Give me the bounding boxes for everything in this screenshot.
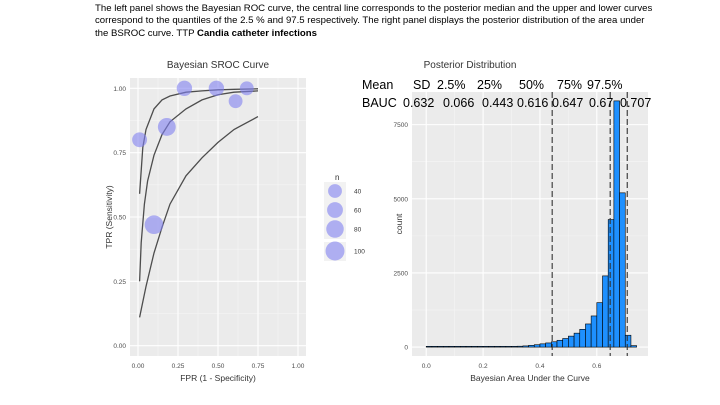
histogram-bar — [590, 315, 598, 348]
histogram-bar — [471, 346, 478, 348]
caption-bold: Candia catheter infections — [197, 27, 317, 39]
sroc-ytick-label: 0.75 — [113, 150, 126, 157]
posterior-ytick-label: 5000 — [394, 196, 409, 203]
histogram-bar — [607, 219, 615, 348]
legend-title: n — [335, 173, 339, 182]
histogram-bar — [585, 323, 592, 348]
stats-row-label: BAUC — [362, 96, 397, 110]
study-point — [132, 132, 148, 148]
sroc-xtick-label: 0.75 — [252, 363, 265, 370]
posterior-xtick-label: 0.2 — [479, 363, 488, 370]
histogram-bar — [568, 335, 575, 348]
histogram-bar — [579, 329, 586, 348]
posterior-ytick-label: 2500 — [394, 270, 409, 277]
legend-label: 60 — [354, 208, 362, 215]
caption-text: The left panel shows the Bayesian ROC cu… — [95, 3, 653, 39]
stats-value: 0.67 — [589, 96, 613, 110]
study-point — [144, 215, 164, 235]
histogram-bar — [573, 332, 581, 348]
histogram-bar — [630, 345, 637, 348]
histogram-bar — [562, 338, 569, 348]
sroc-ytick-label: 0.50 — [113, 215, 126, 222]
histogram-bar — [505, 346, 512, 348]
stats-header: SD — [413, 78, 430, 92]
legend-key — [327, 202, 343, 218]
posterior-xtick-label: 0.6 — [592, 363, 601, 370]
stats-header: Mean — [362, 78, 393, 92]
stats-value: 0.707 — [620, 96, 651, 110]
histogram-bar — [431, 346, 438, 348]
histogram-bar — [448, 346, 455, 348]
histogram-bar — [442, 346, 450, 348]
histogram-bar — [539, 343, 546, 348]
sroc-ytick-label: 1.00 — [113, 86, 126, 93]
histogram-bar — [425, 346, 433, 348]
posterior-xtick-label: 0.0 — [422, 363, 431, 370]
sroc-curve-lower — [138, 116, 259, 318]
histogram-bar — [482, 346, 490, 348]
histogram-bar — [602, 275, 609, 348]
sroc-xtick-label: 0.00 — [132, 363, 145, 370]
legend-label: 80 — [354, 227, 362, 234]
stats-header: 75% — [557, 78, 582, 92]
stats-value: 0.632 — [403, 96, 434, 110]
stats-value: 0.066 — [443, 96, 474, 110]
sroc-ytick-label: 0.25 — [113, 279, 126, 286]
stats-header: 50% — [519, 78, 544, 92]
histogram-bar — [533, 344, 541, 348]
study-point — [239, 81, 254, 96]
histogram-bar — [494, 346, 501, 348]
stats-value: 0.647 — [552, 96, 583, 110]
legend-label: 40 — [354, 189, 362, 196]
histogram-bar — [454, 346, 461, 348]
posterior-xtick-label: 0.4 — [535, 363, 544, 370]
sroc-y-axis-label: TPR (Sensitivity) — [104, 185, 114, 248]
legend-key — [328, 184, 342, 198]
histogram-bar — [596, 302, 603, 348]
sroc-xtick-label: 0.25 — [172, 363, 185, 370]
stats-value: 0.616 — [517, 96, 548, 110]
study-point — [208, 80, 225, 96]
histogram-bar — [613, 100, 620, 348]
sroc-xtick-label: 1.00 — [292, 363, 305, 370]
stats-header: 2.5% — [437, 78, 466, 92]
histogram-bar — [556, 339, 563, 348]
histogram-bar — [545, 342, 552, 348]
histogram-bar — [528, 345, 535, 348]
posterior-ytick-label: 0 — [404, 345, 408, 352]
histogram-bar — [465, 346, 473, 348]
sroc-title: Bayesian SROC Curve — [167, 60, 270, 71]
study-point — [157, 117, 176, 136]
study-point — [228, 94, 243, 109]
histogram-bar — [522, 345, 529, 348]
histogram-bar — [624, 334, 632, 348]
study-point — [176, 80, 193, 96]
caption: The left panel shows the Bayesian ROC cu… — [95, 3, 655, 40]
legend-key — [326, 220, 344, 238]
histogram-bar — [460, 346, 467, 348]
posterior-ytick-label: 7500 — [394, 122, 409, 129]
histogram-bar — [499, 346, 507, 348]
posterior-y-axis-label: count — [394, 213, 404, 234]
sroc-x-axis-label: FPR (1 - Specificity) — [180, 373, 256, 383]
stats-header: 25% — [477, 78, 502, 92]
histogram-bar — [619, 192, 626, 348]
histogram-bar — [477, 346, 484, 348]
sroc-ytick-label: 0.00 — [113, 343, 126, 350]
histogram-bar — [488, 346, 495, 348]
posterior-title: Posterior Distribution — [424, 60, 517, 71]
legend-label: 100 — [354, 249, 365, 256]
histogram-bar — [516, 345, 524, 348]
stats-value: 0.443 — [482, 96, 513, 110]
stats-header: 97.5% — [587, 78, 622, 92]
sroc-xtick-label: 0.50 — [212, 363, 225, 370]
histogram-bar — [511, 346, 518, 348]
legend-key — [325, 241, 345, 261]
posterior-x-axis-label: Bayesian Area Under the Curve — [470, 373, 590, 383]
histogram-bar — [437, 346, 444, 348]
